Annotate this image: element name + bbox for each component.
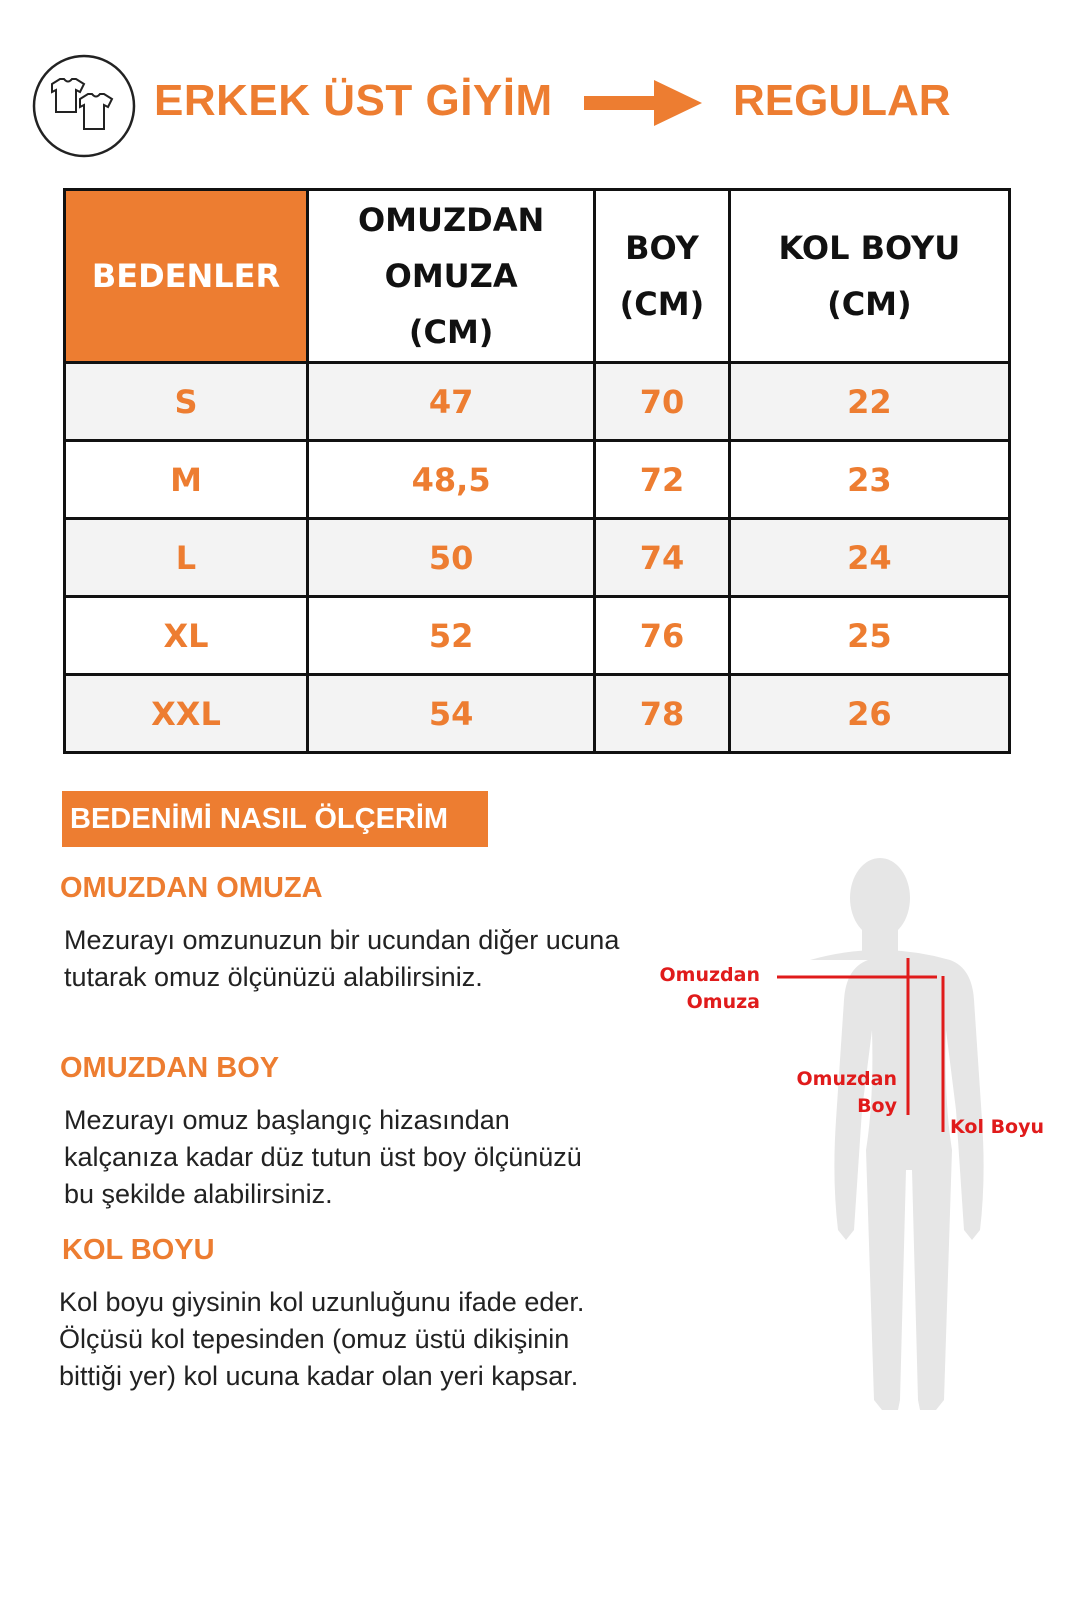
label-length-line2: Boy: [857, 1095, 897, 1117]
value-cell: 78: [593, 673, 731, 754]
size-cell: L: [63, 517, 309, 598]
value-cell: 25: [727, 595, 1012, 676]
table-row: XL 52 76 25: [63, 595, 1012, 676]
size-cell: XL: [63, 595, 309, 676]
column-header-line: BOY: [625, 229, 699, 267]
table-row: M 48,5 72 23: [63, 439, 1012, 520]
heading-shoulder: OMUZDAN OMUZA: [60, 872, 323, 904]
value-cell: 74: [593, 517, 731, 598]
arrow-right-icon: [584, 80, 702, 131]
text-shoulder: Mezurayı omzunuzun bir ucundan diğer ucu…: [64, 925, 620, 992]
heading-sleeve: KOL BOYU: [62, 1234, 215, 1266]
column-header: KOL BOYU (CM): [727, 188, 1012, 364]
text-length: Mezurayı omuz başlangıç hizasından kalça…: [64, 1105, 582, 1209]
tshirts-icon: [32, 54, 136, 158]
column-header-line: KOL BOYU: [778, 229, 961, 267]
column-header-line: (CM): [619, 285, 705, 323]
size-cell: XXL: [63, 673, 309, 754]
column-header-line: BEDENLER: [91, 257, 281, 295]
table-row: L 50 74 24: [63, 517, 1012, 598]
column-header: OMUZDAN OMUZA (CM): [305, 188, 597, 364]
table-row: S 47 70 22: [63, 361, 1012, 442]
page-title: ERKEK ÜST GİYİM: [154, 76, 553, 125]
size-table: BEDENLER OMUZDAN OMUZA (CM) BOY (CM) KOL BOYU (…: [63, 188, 1012, 754]
value-cell: 76: [593, 595, 731, 676]
body-silhouette-figure: Omuzdan Omuza Omuzdan Boy Kol Boyu: [640, 850, 1080, 1430]
label-length: Omuzdan Boy: [797, 1066, 897, 1120]
column-header: BOY (CM): [593, 188, 731, 364]
value-cell: 24: [727, 517, 1012, 598]
heading-length: OMUZDAN BOY: [60, 1052, 280, 1084]
label-shoulder: Omuzdan Omuza: [660, 962, 760, 1016]
column-header: BEDENLER: [63, 188, 309, 364]
label-shoulder-line2: Omuza: [686, 991, 760, 1013]
label-shoulder-line1: Omuzdan: [659, 964, 760, 986]
table-row: XXL 54 78 26: [63, 673, 1012, 754]
column-header-line: (CM): [827, 285, 912, 323]
value-cell: 22: [727, 361, 1012, 442]
size-cell: S: [63, 361, 309, 442]
value-cell: 54: [305, 673, 597, 754]
fit-label: REGULAR: [733, 76, 951, 125]
text-sleeve: Kol boyu giysinin kol uzunluğunu ifade e…: [59, 1287, 585, 1391]
value-cell: 70: [593, 361, 731, 442]
value-cell: 48,5: [305, 439, 597, 520]
column-header-line: OMUZA: [384, 257, 518, 295]
column-header-line: OMUZDAN: [357, 201, 545, 239]
label-length-line1: Omuzdan: [796, 1068, 897, 1090]
size-cell: M: [63, 439, 309, 520]
column-header-line: (CM): [408, 313, 494, 351]
value-cell: 72: [593, 439, 731, 520]
value-cell: 26: [727, 673, 1012, 754]
value-cell: 52: [305, 595, 597, 676]
how-to-measure-banner: BEDENİMİ NASIL ÖLÇERİM: [62, 791, 488, 847]
value-cell: 50: [305, 517, 597, 598]
label-sleeve: Kol Boyu: [950, 1116, 1045, 1138]
value-cell: 47: [305, 361, 597, 442]
value-cell: 23: [727, 439, 1012, 520]
